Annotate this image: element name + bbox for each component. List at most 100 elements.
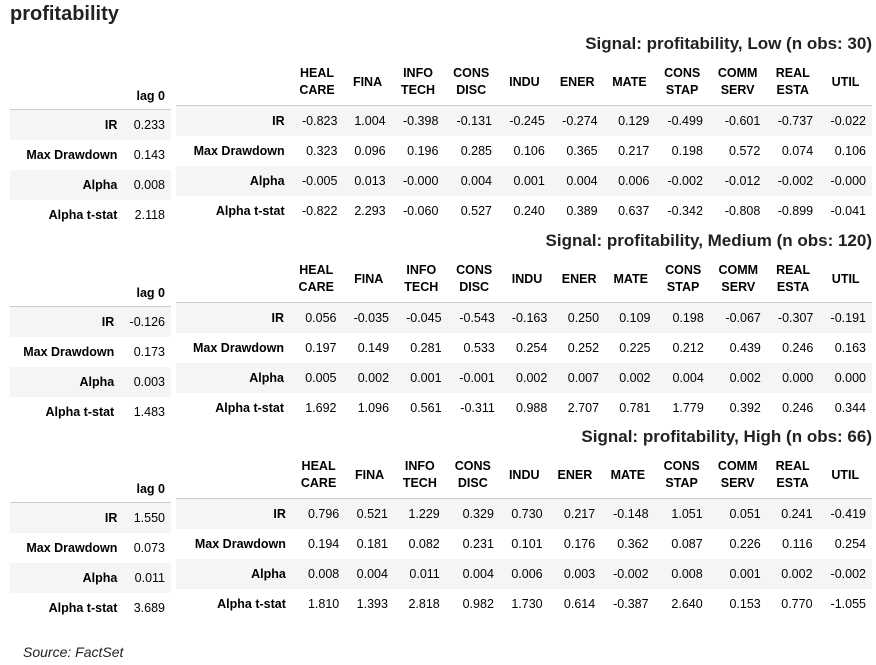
table-cell: 0.002 xyxy=(516,370,548,385)
table-cell: -0.000 xyxy=(830,173,866,188)
row-label: Alpha xyxy=(251,566,286,581)
table-row: IR 0.056 -0.035 -0.045 -0.543 -0.163 0.250 0.10… xyxy=(176,302,872,333)
table-row: IR -0.126 xyxy=(10,306,171,337)
lag-value: 2.118 xyxy=(134,207,165,222)
table-cell: 2.818 xyxy=(408,596,440,611)
table-row: Alpha 0.008 0.004 0.011 0.004 0.006 0.003 -0.00… xyxy=(176,558,872,589)
row-label: Alpha xyxy=(82,570,118,585)
table-cell: -0.245 xyxy=(509,113,545,128)
row-label: Alpha t-stat xyxy=(45,404,115,419)
table-cell: 0.323 xyxy=(306,143,338,158)
table-cell: 0.003 xyxy=(563,566,596,581)
table-cell: 0.212 xyxy=(672,340,704,355)
sector-header: COMM SERV xyxy=(709,59,766,106)
table-cell: -0.001 xyxy=(459,370,495,385)
sector-header-line1: HEAL xyxy=(299,263,334,277)
sector-header-line2: TECH xyxy=(402,476,437,490)
table-cell: -0.307 xyxy=(777,310,814,325)
table-cell: 0.241 xyxy=(781,506,813,521)
lag-value: 1.483 xyxy=(133,404,165,419)
table-cell: 0.004 xyxy=(672,370,704,385)
table-row: Alpha t-stat 1.483 xyxy=(10,397,171,427)
table-cell: 0.561 xyxy=(410,400,442,415)
table-cell: 1.051 xyxy=(671,506,703,521)
table-cell: 0.637 xyxy=(618,203,650,218)
table-cell: 0.225 xyxy=(619,340,651,355)
sector-header-line1: INFO xyxy=(404,459,435,473)
lag-value: 1.550 xyxy=(133,510,165,525)
table-row: IR 0.233 xyxy=(10,109,171,140)
sector-header: UTIL xyxy=(819,452,872,499)
table-cell: 0.005 xyxy=(305,370,337,385)
sector-header-line2: TECH xyxy=(404,280,439,294)
lag-value: 0.233 xyxy=(133,117,165,132)
sector-header-line1: CONS xyxy=(665,263,702,277)
sector-header-line1: CONS xyxy=(664,66,701,80)
sector-header-line1: MATE xyxy=(612,74,647,89)
sector-header-line1: COMM xyxy=(717,459,758,473)
sector-header-line2: STAP xyxy=(666,280,700,294)
sector-header: HEAL CARE xyxy=(292,452,345,499)
sector-header-line1: INDU xyxy=(511,271,543,286)
table-cell: 1.692 xyxy=(305,400,337,415)
table-cell: 0.002 xyxy=(781,566,813,581)
table-cell: 0.116 xyxy=(782,536,813,551)
table-cell: 0.008 xyxy=(671,566,703,581)
table-cell: 0.096 xyxy=(354,143,386,158)
table-cell: 0.252 xyxy=(567,340,600,355)
table-cell: 0.217 xyxy=(563,506,596,521)
table-cell: 0.106 xyxy=(834,143,866,158)
table-cell: 0.153 xyxy=(729,596,761,611)
table-row: IR 1.550 xyxy=(10,502,171,533)
row-label: Alpha xyxy=(249,370,285,385)
table-row: Max Drawdown 0.194 0.181 0.082 0.231 0.101 0.1… xyxy=(176,529,872,559)
sector-header: MATE xyxy=(605,256,656,303)
table-cell: 0.000 xyxy=(782,370,814,385)
sector-header-line1: INFO xyxy=(406,263,437,277)
table-row: Max Drawdown 0.073 xyxy=(10,533,171,563)
table-cell: 0.002 xyxy=(619,370,651,385)
table-row: Alpha -0.005 0.013 -0.000 0.004 0.001 0.004 0.0… xyxy=(176,165,872,196)
table-cell: 0.439 xyxy=(729,340,761,355)
sector-header-line1: CONS xyxy=(663,459,700,473)
table-cell: 1.779 xyxy=(672,400,704,415)
table-cell: 0.198 xyxy=(672,310,704,325)
sector-header-line2: ESTA xyxy=(776,83,809,97)
sector-header-line2: DISC xyxy=(457,476,488,490)
table-cell: 0.226 xyxy=(729,536,761,551)
row-label: IR xyxy=(101,314,115,329)
table-row: Alpha 0.005 0.002 0.001 -0.001 0.002 0.007 0.00… xyxy=(176,362,872,393)
table-cell: 0.197 xyxy=(305,340,337,355)
row-label: Max Drawdown xyxy=(26,147,118,162)
lag-value: 3.689 xyxy=(133,600,165,615)
table-cell: -0.012 xyxy=(724,173,761,188)
table-cell: 0.392 xyxy=(729,400,761,415)
table-row: Alpha t-stat -0.822 2.293 -0.060 0.527 0.240 0… xyxy=(176,196,872,226)
table-cell: 0.087 xyxy=(671,536,703,551)
lag-table: lag 0 IR 1.550 Max Drawdown 0.073 Alpha 0.011 A… xyxy=(10,452,171,623)
table-cell: 0.362 xyxy=(617,536,649,551)
table-cell: 0.001 xyxy=(410,370,442,385)
table-cell: -0.191 xyxy=(830,310,866,325)
sector-header: CONS STAP xyxy=(655,59,709,106)
sector-header-line1: REAL xyxy=(775,459,810,473)
sector-header-line1: ENER xyxy=(559,74,595,89)
sector-header-line2: DISC xyxy=(459,280,490,294)
sector-header: INDU xyxy=(500,452,549,499)
sector-header-line2: SERV xyxy=(720,476,755,490)
table-cell: 0.004 xyxy=(356,566,388,581)
table-cell: -0.899 xyxy=(777,203,814,218)
sector-header-line2: ESTA xyxy=(776,280,810,294)
sector-header-line1: INFO xyxy=(403,66,433,80)
sector-header: CONS DISC xyxy=(448,256,501,303)
table-cell: 0.082 xyxy=(408,536,440,551)
row-label: Max Drawdown xyxy=(193,143,285,158)
row-label-header xyxy=(176,452,292,499)
sector-header: ENER xyxy=(553,256,605,303)
sector-header: INDU xyxy=(501,256,554,303)
lag-header: lag 0 xyxy=(136,482,166,496)
sector-header-line1: CONS xyxy=(454,459,491,473)
table-row: IR 0.796 0.521 1.229 0.329 0.730 0.217 -0.148 1.… xyxy=(176,498,872,529)
sector-header-line2: ESTA xyxy=(776,476,809,490)
table-cell: 1.096 xyxy=(357,400,390,415)
